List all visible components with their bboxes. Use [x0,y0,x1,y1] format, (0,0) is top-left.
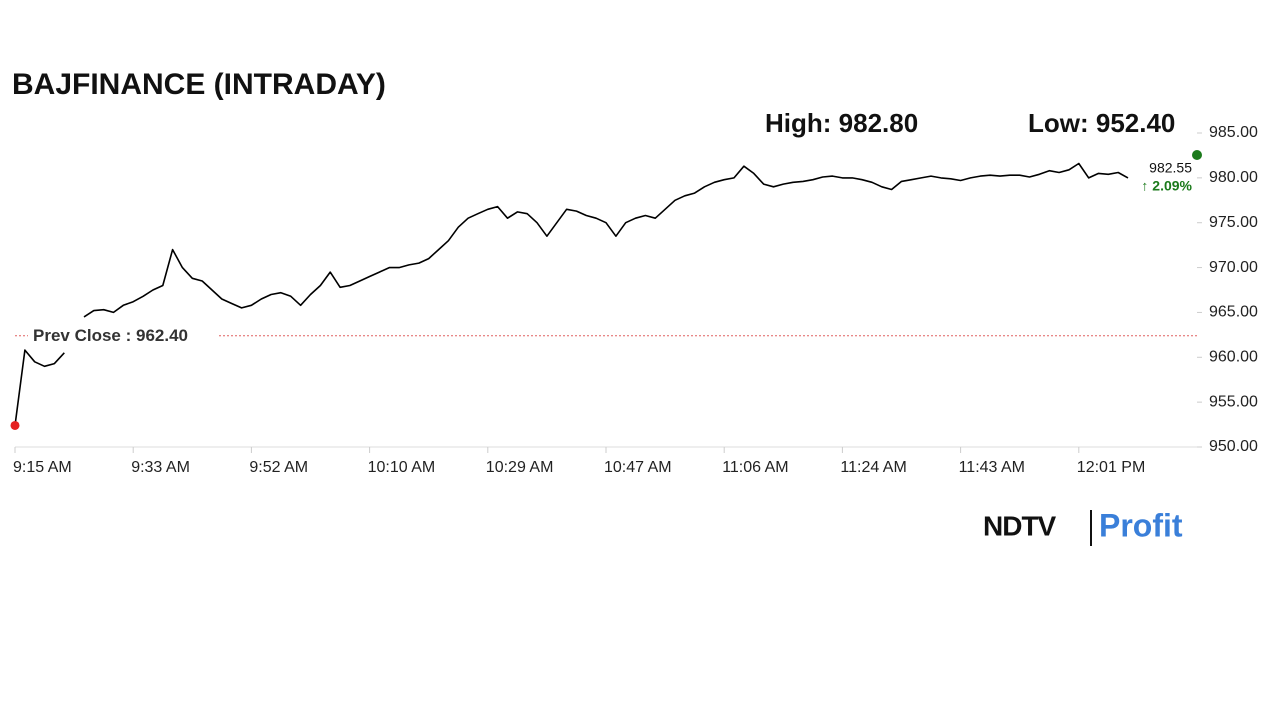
y-tick-label: 980.00 [1209,169,1258,186]
x-tick-label: 9:15 AM [13,459,72,476]
y-tick-label: 975.00 [1209,214,1258,231]
x-tick-label: 9:33 AM [131,459,190,476]
logo-product: Profit [1099,507,1183,543]
chart-title: BAJFINANCE (INTRADAY) [12,68,386,101]
y-tick-label: 960.00 [1209,349,1258,366]
y-tick-label: 955.00 [1209,393,1258,410]
logo-brand: NDTV [983,510,1057,541]
y-tick-label: 970.00 [1209,259,1258,276]
x-tick-label: 11:06 AM [722,459,788,476]
low-marker [10,420,20,430]
x-tick-label: 9:52 AM [249,459,308,476]
low-label: Low: 952.40 [1028,108,1175,138]
x-tick-label: 12:01 PM [1077,459,1145,476]
reference-label: Prev Close : 962.40 [33,326,188,345]
last-price: 982.55 [1149,160,1192,176]
y-tick-label: 965.00 [1209,304,1258,321]
change-label: ↑ 2.09% [1141,178,1192,194]
y-tick-label: 985.00 [1209,124,1258,141]
last-marker [1192,149,1202,160]
x-tick-label: 10:29 AM [486,459,554,476]
reference-label-bg [28,324,218,347]
high-label: High: 982.80 [765,108,918,138]
x-tick-label: 10:47 AM [604,459,672,476]
price-line [14,162,1129,426]
x-tick-label: 10:10 AM [368,459,436,476]
x-tick-label: 11:43 AM [959,459,1025,476]
y-tick-label: 950.00 [1209,438,1258,455]
x-tick-label: 11:24 AM [840,459,906,476]
